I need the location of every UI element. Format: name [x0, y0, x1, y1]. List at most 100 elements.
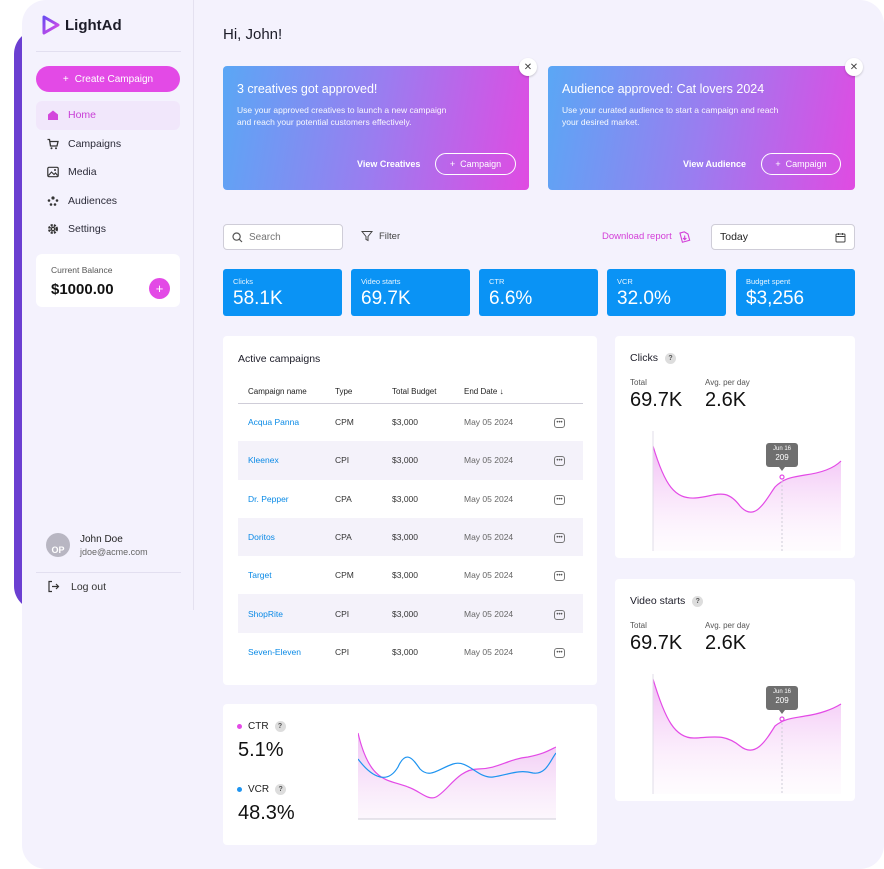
create-campaign-button[interactable]: + Create Campaign — [36, 66, 180, 92]
vcr-legend: VCR ? — [237, 784, 287, 795]
image-icon — [47, 166, 59, 178]
campaign-type: CPI — [335, 646, 350, 657]
table-row[interactable]: Acqua Panna CPM $3,000 May 05 2024 ••• — [238, 403, 583, 441]
logo[interactable]: LightAd — [42, 15, 122, 35]
stat-vcr[interactable]: VCR 32.0% — [607, 269, 726, 316]
video-starts-card: Video starts? Total 69.7K Avg. per day 2… — [615, 579, 855, 801]
campaign-end-date: May 05 2024 — [454, 441, 544, 480]
logout-button[interactable]: Log out — [47, 580, 106, 593]
campaign-end-date: May 05 2024 — [464, 417, 514, 428]
more-icon[interactable]: ••• — [554, 533, 565, 544]
clicks-area — [653, 446, 841, 551]
ctr-legend: CTR ? — [237, 721, 286, 732]
sidebar-item-home[interactable]: Home — [36, 101, 180, 130]
ctr-line — [358, 732, 556, 799]
table-row[interactable]: Kleenex CPI $3,000 May 05 2024 ••• — [238, 441, 583, 480]
campaign-end-date: May 05 2024 — [454, 594, 544, 633]
more-icon[interactable]: ••• — [554, 494, 565, 505]
campaign-budget: $3,000 — [392, 493, 418, 504]
ctr-label: CTR — [248, 721, 269, 732]
ctr-value: 5.1% — [238, 739, 284, 761]
sidebar: LightAd + Create Campaign Home Campaigns… — [22, 0, 194, 610]
column-header-type[interactable]: Type — [325, 381, 382, 404]
filter-button[interactable]: Filter — [361, 230, 400, 242]
sidebar-nav: Home Campaigns Media Audiences Settings — [36, 101, 180, 244]
more-icon[interactable]: ••• — [554, 418, 565, 429]
ctr-vcr-chart — [358, 732, 556, 820]
divider — [36, 51, 181, 52]
view-creatives-link[interactable]: View Creatives — [357, 159, 421, 169]
column-header-actions — [544, 381, 583, 404]
stat-label: Video starts — [361, 277, 401, 286]
more-icon[interactable]: ••• — [554, 647, 565, 658]
sidebar-item-audiences[interactable]: Audiences — [36, 187, 180, 216]
sidebar-item-campaigns[interactable]: Campaigns — [36, 130, 180, 159]
balance-label: Current Balance — [51, 265, 113, 275]
avatar: OP — [46, 533, 70, 557]
more-icon[interactable]: ••• — [554, 609, 565, 620]
campaign-name[interactable]: Dr. Pepper — [248, 493, 289, 504]
table-row[interactable]: Doritos CPA $3,000 May 05 2024 ••• — [238, 517, 583, 557]
campaign-end-date: May 05 2024 — [464, 493, 514, 504]
more-icon[interactable]: ••• — [554, 456, 565, 467]
help-icon[interactable]: ? — [274, 721, 286, 732]
campaign-name[interactable]: ShopRite — [238, 594, 325, 633]
vcr-line — [358, 752, 556, 778]
stat-label: CTR — [489, 277, 505, 286]
table-row[interactable]: Seven-Eleven CPI $3,000 May 05 2024 ••• — [238, 633, 583, 671]
video-starts-chart — [652, 674, 842, 794]
video-starts-line — [652, 678, 842, 751]
help-icon[interactable]: ? — [275, 784, 287, 795]
plus-icon: + — [155, 281, 164, 296]
more-icon[interactable]: ••• — [554, 571, 565, 582]
date-range-select[interactable]: Today — [711, 224, 855, 250]
user-name: John Doe — [80, 533, 123, 545]
help-icon[interactable]: ? — [665, 352, 676, 364]
campaign-name[interactable]: Kleenex — [238, 441, 325, 480]
add-funds-button[interactable]: + — [149, 278, 170, 299]
data-point[interactable] — [779, 716, 785, 722]
search-box[interactable] — [223, 224, 343, 250]
data-point[interactable] — [779, 474, 785, 480]
stat-label: VCR — [617, 277, 633, 286]
sidebar-item-media[interactable]: Media — [36, 158, 180, 187]
column-header-name[interactable]: Campaign name — [238, 381, 325, 404]
help-icon[interactable]: ? — [692, 595, 704, 607]
video-starts-area — [653, 679, 841, 794]
column-header-end-date[interactable]: End Date ↓ — [454, 381, 544, 404]
search-input[interactable] — [249, 231, 329, 243]
close-icon[interactable]: ✕ — [519, 58, 537, 76]
logo-icon — [42, 15, 60, 35]
campaign-name[interactable]: Seven-Eleven — [248, 646, 301, 657]
stat-clicks[interactable]: Clicks 58.1K — [223, 269, 342, 316]
avg-label: Avg. per day — [705, 378, 750, 387]
campaign-budget: $3,000 — [382, 594, 454, 633]
sidebar-item-label: Audiences — [68, 194, 118, 207]
stat-ctr[interactable]: CTR 6.6% — [479, 269, 598, 316]
sidebar-item-settings[interactable]: Settings — [36, 215, 180, 244]
view-audience-link[interactable]: View Audience — [683, 159, 747, 169]
filter-label: Filter — [379, 230, 401, 242]
stat-budget-spent[interactable]: Budget spent $3,256 — [736, 269, 855, 316]
close-icon[interactable]: ✕ — [845, 58, 863, 76]
column-header-budget[interactable]: Total Budget — [382, 381, 454, 404]
user-profile[interactable]: OP John Doe jdoe@acme.com — [46, 533, 148, 557]
table-row[interactable]: Dr. Pepper CPA $3,000 May 05 2024 ••• — [238, 480, 583, 518]
filter-icon — [361, 231, 373, 242]
stat-video-starts[interactable]: Video starts 69.7K — [351, 269, 470, 316]
download-report-button[interactable]: Download report — [602, 230, 691, 243]
stat-label: Budget spent — [746, 277, 791, 286]
campaign-name[interactable]: Target — [248, 570, 272, 581]
promo-campaign-button[interactable]: + Campaign — [761, 153, 841, 175]
campaign-name[interactable]: Acqua Panna — [248, 417, 300, 428]
campaign-end-date: May 05 2024 — [464, 646, 514, 657]
campaign-type: CPA — [325, 517, 382, 557]
promo-button-label: Campaign — [785, 159, 827, 169]
table-row[interactable]: ShopRite CPI $3,000 May 05 2024 ••• — [238, 594, 583, 633]
campaign-name[interactable]: Doritos — [238, 517, 325, 557]
promo-title: Audience approved: Cat lovers 2024 — [562, 82, 765, 96]
arrow-down-icon: ↓ — [499, 387, 504, 397]
promo-campaign-button[interactable]: + Campaign — [435, 153, 516, 175]
sidebar-item-label: Settings — [68, 223, 106, 236]
table-row[interactable]: Target CPM $3,000 May 05 2024 ••• — [238, 556, 583, 594]
